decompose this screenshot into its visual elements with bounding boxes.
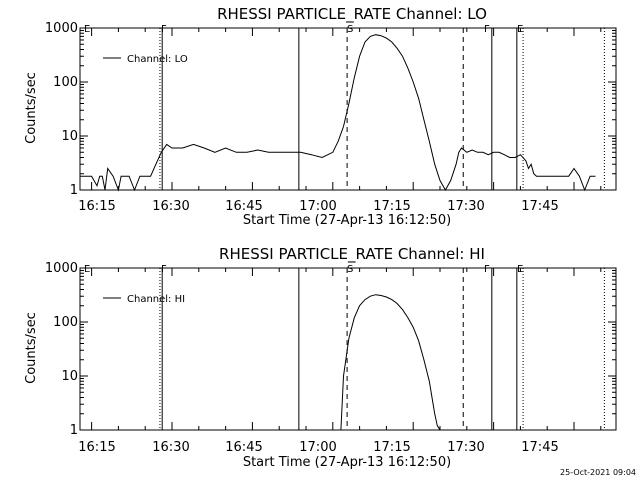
legend-label: Channel: HI (127, 294, 185, 305)
y-axis-label: Counts/sec (24, 312, 39, 384)
x-tick-label: 17:00 (299, 440, 336, 455)
x-tick-label: 16:15 (78, 199, 115, 214)
x-axis-label: Start Time (27-Apr-13 16:12:50) (243, 455, 451, 470)
flag-label: E (84, 24, 90, 35)
legend: Channel: LO (103, 54, 188, 65)
chart-title: RHESSI PARTICLE_RATE Channel: HI (219, 245, 485, 264)
flag-labels: E F S F E (84, 24, 523, 35)
flag-label: S (347, 264, 353, 275)
y-tick-label: 100 (53, 75, 78, 90)
series-line (340, 294, 441, 431)
flag-labels: E F S F E (84, 264, 523, 275)
flag-label: S (347, 24, 353, 35)
x-tick-label: 16:45 (225, 199, 262, 214)
flag-label: F (484, 24, 490, 35)
y-tick-label: 10 (61, 129, 78, 144)
x-tick-labels: 16:15 16:30 16:45 17:00 17:15 17:30 17:4… (78, 440, 558, 455)
y-tick-label: 1 (70, 423, 78, 438)
y-tick-label: 1000 (45, 261, 78, 276)
x-tick-label: 16:30 (152, 199, 189, 214)
x-tick-label: 17:45 (521, 199, 558, 214)
flag-label: F (161, 24, 167, 35)
legend-label: Channel: LO (127, 54, 188, 65)
flag-label: F (484, 264, 490, 275)
y-tick-label: 1000 (45, 21, 78, 36)
legend: Channel: HI (103, 294, 185, 305)
x-tick-label: 17:00 (299, 199, 336, 214)
y-axis-label: Counts/sec (24, 72, 39, 144)
y-tick-label: 1 (70, 183, 78, 198)
x-tick-label: 17:45 (521, 440, 558, 455)
flag-label: F (161, 264, 167, 275)
x-tick-label: 17:15 (373, 199, 410, 214)
series-line (80, 34, 596, 192)
y-tick-labels: 1 10 100 1000 (45, 21, 78, 198)
x-tick-label: 16:15 (78, 440, 115, 455)
x-tick-label: 17:30 (447, 199, 484, 214)
y-tick-label: 100 (53, 315, 78, 330)
x-tick-label: 17:30 (447, 440, 484, 455)
x-tick-label: 16:45 (225, 440, 262, 455)
x-axis-label: Start Time (27-Apr-13 16:12:50) (243, 213, 451, 228)
flag-label: E (84, 264, 90, 275)
y-tick-labels: 1 10 100 1000 (45, 261, 78, 438)
plot-frame (79, 27, 617, 191)
y-tick-label: 10 (61, 369, 78, 384)
timestamp: 25-Oct-2021 09:04 (560, 468, 636, 477)
x-tick-label: 17:15 (373, 440, 410, 455)
plot-frame (79, 267, 617, 431)
chart-title: RHESSI PARTICLE_RATE Channel: LO (217, 5, 487, 24)
x-tick-label: 16:30 (152, 440, 189, 455)
x-tick-labels: 16:15 16:30 16:45 17:00 17:15 17:30 17:4… (78, 199, 558, 214)
